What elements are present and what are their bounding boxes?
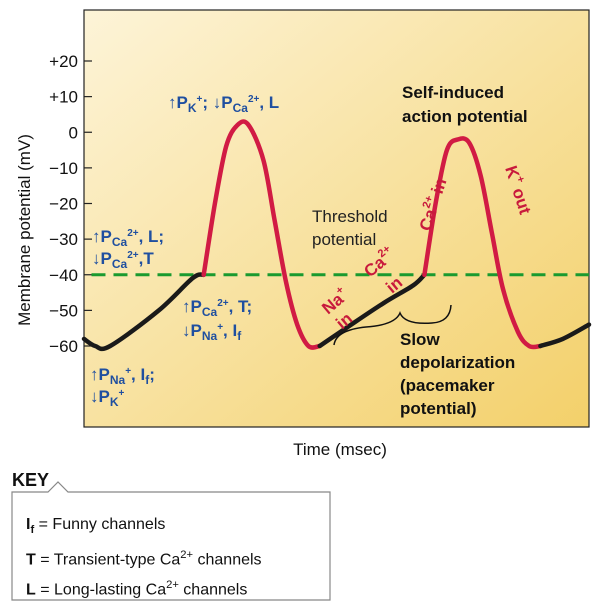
- trace-pacemaker-2: [317, 272, 427, 349]
- self-induced-label-line2: action potential: [402, 107, 528, 126]
- annotation-pacemaker-1-line2: ↓PNa+, If: [182, 321, 242, 343]
- key-text-l-sup: 2+: [166, 578, 179, 591]
- threshold-label-line2: potential: [312, 230, 376, 249]
- key-text-t: = Transient-type Ca: [35, 551, 181, 569]
- key-text-t-sup: 2+: [180, 549, 194, 562]
- annotation-diastole-line2: ↓PK+: [90, 387, 125, 409]
- trace-pacemaker-1: [81, 272, 206, 352]
- trace-action-potential-1: [201, 119, 322, 350]
- slow-depolarization-line1: Slow: [400, 330, 440, 349]
- plot-area: [83, 9, 590, 428]
- key-text-if: = Funny channels: [34, 516, 166, 533]
- key-list: If = Funny channels T = Transient-type C…: [26, 512, 262, 602]
- y-tick-label: −30: [49, 230, 78, 249]
- y-tick-label: +20: [49, 52, 78, 71]
- annotation-upstroke-1-line1: ↑PCa2+, L;: [92, 227, 164, 249]
- y-axis-label: Membrane potential (mV): [15, 134, 34, 326]
- key-title: KEY: [12, 470, 50, 490]
- threshold-label-line1: Threshold: [312, 207, 388, 226]
- trace-action-potential-2: [422, 136, 543, 350]
- annotation-diastole-line1: ↑PNa+, If;: [90, 365, 155, 387]
- key-box-outline: [11, 481, 331, 601]
- key-text-l: = Long-lasting Ca: [35, 580, 167, 598]
- trace-pacemaker-3: [538, 322, 592, 349]
- slow-depolarization-brace: [333, 304, 452, 346]
- slow-depolarization-line3: (pacemaker: [400, 376, 495, 395]
- key-text-t-tail: channels: [193, 551, 262, 569]
- key-item-funny: If = Funny channels: [26, 512, 262, 543]
- y-axis-ticks: +20 +10 0 −10 −20 −30 −40 −50 −60: [49, 52, 92, 356]
- key-text-l-tail: channels: [178, 580, 248, 598]
- membrane-potential-trace: [81, 119, 592, 352]
- y-tick-label: −20: [49, 195, 78, 214]
- y-tick-label: −40: [49, 266, 78, 285]
- key-item-transient: T = Transient-type Ca2+ channels: [26, 543, 262, 572]
- y-tick-label: +10: [49, 88, 78, 107]
- self-induced-label-line1: Self-induced: [402, 83, 504, 102]
- key-symbol-if: I: [26, 516, 31, 533]
- y-tick-label: −10: [49, 159, 78, 178]
- key-symbol-l: L: [26, 580, 36, 598]
- key-symbol-t: T: [26, 551, 36, 569]
- key-symbol-if-sub: f: [30, 524, 35, 537]
- slow-depolarization-line4: potential): [400, 399, 477, 418]
- slow-depolarization-line2: depolarization: [400, 353, 515, 372]
- y-tick-label: −50: [49, 301, 78, 320]
- key-item-long-lasting: L = Long-lasting Ca2+ channels: [26, 573, 262, 602]
- x-axis-label: Time (msec): [293, 440, 387, 459]
- annotation-peak-1: ↑PK+; ↓PCa2+, L: [168, 93, 279, 115]
- y-tick-label: 0: [69, 123, 78, 142]
- annotation-pacemaker-1-line1: ↑PCa2+, T;: [182, 297, 252, 319]
- y-tick-label: −60: [49, 337, 78, 356]
- annotation-upstroke-1-line2: ↓PCa2+,T: [92, 249, 154, 271]
